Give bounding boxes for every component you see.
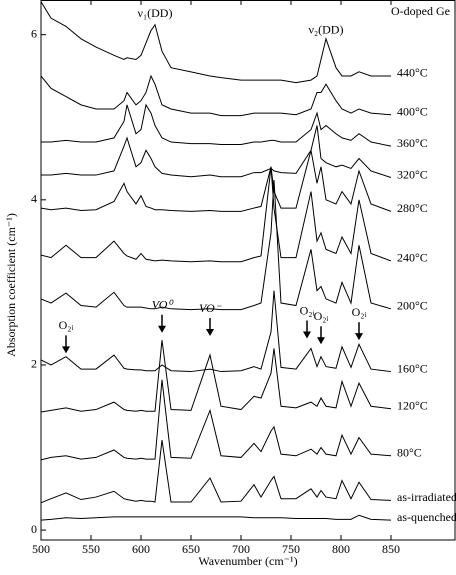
series-label: 320°C (397, 167, 428, 181)
y-tick-label: 2 (31, 357, 37, 371)
spectrum-line (41, 103, 392, 147)
series-label: 80°C (397, 446, 422, 460)
arrow-head (62, 346, 70, 354)
series-label: 240°C (397, 251, 428, 265)
arrow-label: VO⁰ (152, 298, 175, 312)
series-label: as-quenched (397, 510, 456, 524)
spectrum-line (41, 125, 392, 178)
y-tick-label: 6 (31, 26, 37, 40)
x-tick-label: 650 (182, 542, 200, 556)
spectrum-line (41, 340, 392, 413)
spectrum-line (41, 514, 392, 521)
spectrum-line (41, 290, 392, 373)
x-tick-label: 800 (332, 542, 350, 556)
arrow-head (355, 333, 363, 341)
peak-label: ν₂(DD) (309, 22, 344, 36)
arrow-label: O₂ᵢ (59, 318, 74, 332)
y-tick-label: 0 (31, 522, 37, 536)
curves (41, 1, 392, 521)
series-label: 200°C (397, 299, 428, 313)
spectrum-line (41, 166, 392, 263)
series-label: as-irradiated (397, 490, 456, 504)
series-label: 160°C (397, 361, 428, 375)
arrow-head (303, 331, 311, 339)
spectrum-line (41, 179, 392, 311)
x-tick-label: 700 (232, 542, 250, 556)
plot-frame (40, 0, 456, 541)
series-label: 360°C (397, 136, 428, 150)
peak-label: ν₁(DD) (138, 6, 173, 20)
y-axis-title: Absorption coefficient (cm⁻¹) (4, 213, 18, 357)
y-tick-label: 4 (31, 192, 37, 206)
arrow-label: O₂ᵢ (314, 309, 329, 323)
series-label: 400°C (397, 105, 428, 119)
arrow-label: VO⁻ (199, 301, 223, 315)
spectrum-line (41, 440, 392, 504)
x-axis-title: Wavenumber (cm⁻¹) (198, 554, 297, 568)
x-tick-label: 850 (382, 542, 400, 556)
spectrum-line (41, 1, 391, 84)
arrow-label: O₂ᵢ (300, 303, 315, 317)
spectrum-line (41, 74, 392, 117)
spectrum-line (41, 150, 392, 212)
x-tick-label: 600 (132, 542, 150, 556)
arrow-head (317, 337, 325, 345)
x-tick-label: 500 (32, 542, 50, 556)
spectrum-line (41, 379, 392, 461)
chart-title: O-doped Ge (391, 4, 450, 18)
arrow-label: O₂ᵢ (352, 305, 367, 319)
series-label: 440°C (397, 66, 428, 80)
x-tick-label: 550 (82, 542, 100, 556)
arrow-head (158, 325, 166, 333)
series-label: 280°C (397, 201, 428, 215)
arrow-head (206, 329, 214, 337)
series-label: 120°C (397, 398, 428, 412)
x-tick-label: 750 (282, 542, 300, 556)
